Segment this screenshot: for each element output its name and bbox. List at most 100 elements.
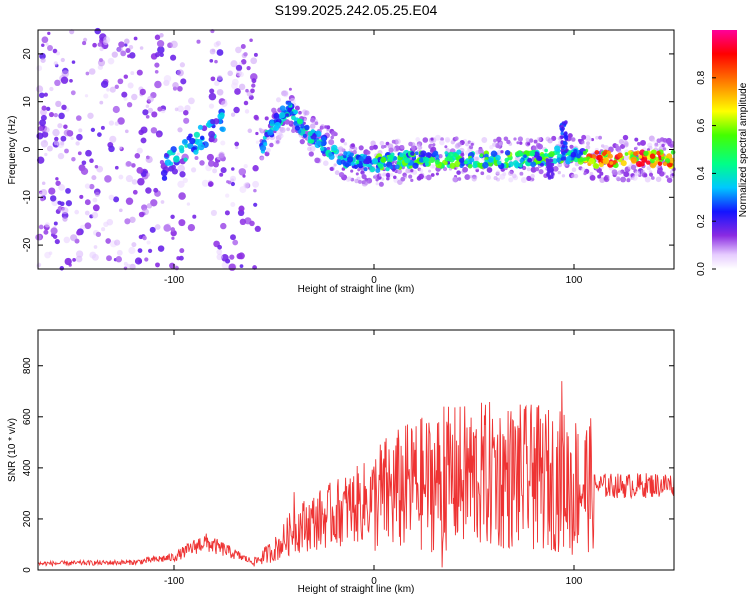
spectrogram-point xyxy=(140,137,147,144)
spectrogram-point xyxy=(145,104,150,109)
spectrogram-point xyxy=(164,153,169,158)
spectrogram-point xyxy=(142,109,149,116)
spectrogram-point xyxy=(181,138,188,146)
spectrogram-point xyxy=(337,146,344,152)
spectrogram-point xyxy=(36,132,44,140)
spectrogram-point xyxy=(123,38,130,45)
spectrogram-point xyxy=(355,160,360,165)
spectrogram-point xyxy=(160,169,168,177)
snr-y-label: SNR (10 * v/v) xyxy=(7,418,18,482)
spectrogram-point xyxy=(666,177,673,183)
spectrogram-point xyxy=(366,150,371,155)
spectrogram-point xyxy=(490,150,498,158)
spectrogram-point xyxy=(230,60,238,68)
spectrogram-point xyxy=(343,142,348,146)
spectrogram-point xyxy=(345,177,351,183)
spectrogram-point xyxy=(199,135,205,141)
spectrogram-point xyxy=(518,163,523,168)
spectrogram-point xyxy=(615,176,621,181)
spectrogram-point xyxy=(500,150,504,154)
spectrogram-point xyxy=(434,159,440,165)
spectrogram-point xyxy=(131,242,137,248)
spectrogram-point xyxy=(561,151,566,156)
spectrogram-point xyxy=(394,164,400,170)
spectrogram-point xyxy=(343,151,348,156)
spectrogram-point xyxy=(620,144,625,149)
spectrogram-point xyxy=(229,175,237,182)
spectrogram-point xyxy=(85,149,92,157)
spectrogram-point xyxy=(193,131,201,138)
colorbar-tick-label: 0.8 xyxy=(696,70,707,84)
spectrogram-point xyxy=(48,112,55,118)
spectrogram-point xyxy=(182,177,188,184)
spectrogram-point xyxy=(92,197,98,203)
spectrogram-point xyxy=(462,166,468,173)
snr-x-tick-label: 100 xyxy=(566,576,583,587)
spectrogram-point xyxy=(178,219,186,227)
spectrogram-point xyxy=(64,148,69,154)
snr-y-tick-label: 400 xyxy=(22,459,33,476)
spectrogram-point xyxy=(146,203,153,209)
spectrogram-point xyxy=(183,117,190,124)
spectrogram-point xyxy=(106,87,110,92)
spectrogram-point xyxy=(661,143,665,148)
spectrogram-point xyxy=(65,188,71,194)
spectrogram-point xyxy=(576,153,581,159)
spectrogram-point xyxy=(636,160,643,167)
spectrogram-point xyxy=(358,156,365,163)
spectrogram-point xyxy=(607,153,613,159)
colorbar-label: Normalized spectral amplitude xyxy=(738,82,749,217)
spectrogram-point xyxy=(330,135,334,140)
spectrogram-point xyxy=(385,172,391,178)
spectrogram-point xyxy=(391,139,396,144)
spectrogram-point xyxy=(581,134,587,140)
spectrogram-point xyxy=(328,139,335,146)
spectrogram-point xyxy=(657,161,663,166)
spectrogram-point xyxy=(488,157,494,163)
spectrogram-point xyxy=(571,137,576,142)
spectrogram-point xyxy=(60,76,69,84)
spectrogram-point xyxy=(149,226,156,233)
spectrogram-point xyxy=(560,135,564,139)
spectrogram-point xyxy=(284,119,290,125)
spectrogram-point xyxy=(230,202,236,207)
spectrogram-point xyxy=(187,223,196,232)
spectrogram-point xyxy=(467,163,473,169)
spectrogram-point xyxy=(370,140,376,146)
spectrogram-point xyxy=(120,50,127,57)
spectrogram-point xyxy=(189,137,196,145)
spectrogram-point xyxy=(493,176,498,181)
spectrogram-point xyxy=(251,78,257,84)
spectrogram-point xyxy=(145,155,153,164)
spectrogram-point xyxy=(63,236,71,244)
spectrogram-point xyxy=(383,144,387,148)
spectrogram-point xyxy=(145,187,152,194)
spectrogram-point xyxy=(92,204,100,212)
spectrogram-point xyxy=(197,124,203,130)
spectrogram-point xyxy=(55,177,59,181)
spectrogram-point xyxy=(170,227,176,232)
spectrogram-point xyxy=(124,218,131,225)
spectrogram-point xyxy=(617,170,623,176)
spectrogram-point xyxy=(65,200,73,207)
spectrogram-point xyxy=(177,105,184,113)
spectrogram-point xyxy=(40,108,47,116)
spectrogram-point xyxy=(617,152,623,159)
spectrogram-point xyxy=(308,151,314,157)
spectrogram-point xyxy=(41,36,49,44)
spectrogram-y-label: Frequency (Hz) xyxy=(7,116,18,185)
spectrogram-point xyxy=(464,174,471,181)
spectrogram-point xyxy=(414,151,419,156)
spectrogram-point xyxy=(251,83,256,88)
spectrogram-point xyxy=(235,145,239,150)
spectrogram-point xyxy=(435,172,439,176)
spectrogram-point xyxy=(174,107,179,112)
spectrogram-point xyxy=(57,140,65,149)
spectrogram-point xyxy=(140,126,148,134)
snr-frame xyxy=(37,329,675,571)
spectrogram-point xyxy=(209,58,214,63)
spectrogram-point xyxy=(375,178,379,182)
spectrogram-point xyxy=(601,151,607,157)
spectrogram-point xyxy=(620,176,627,183)
spectrogram-point xyxy=(196,39,201,44)
